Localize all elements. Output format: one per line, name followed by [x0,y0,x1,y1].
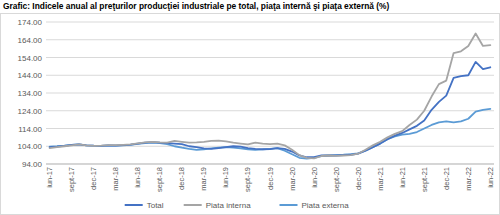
legend-label: Piata externa [302,201,350,210]
x-tick-label: sept-17 [67,167,76,192]
x-tick-label: iun-20 [310,167,319,188]
series-line [50,34,491,159]
y-tick-label: 94.00 [22,160,43,169]
legend-swatch [125,204,143,206]
grid-line [46,164,494,165]
x-tick-label: iun-21 [398,167,407,188]
title: Grafic: Indicele anual al preţurilor pro… [3,1,389,11]
series-line [50,109,491,159]
x-tick-label: mar-21 [376,167,385,191]
y-tick-label: 154.00 [18,54,43,63]
x-tick-label: dec-19 [266,167,275,190]
x-tick-label: sept-20 [332,167,341,192]
x-tick-label: mar-19 [199,167,208,191]
x-tick-label: iun-18 [133,167,142,188]
x-tick-label: sept-21 [420,167,429,192]
x-tick-label: mar-22 [464,167,473,191]
grid-line [46,22,494,23]
y-tick-label: 164.00 [18,36,43,45]
x-tick-label: sept-19 [243,167,252,192]
x-tick-label: dec-20 [354,167,363,190]
x-tick-label: dec-17 [89,167,98,190]
x-tick-label: dec-18 [177,167,186,190]
x-tick-label: dec-21 [442,167,451,190]
x-tick-label: sept-18 [155,167,164,192]
legend-swatch [280,204,298,206]
grid [46,22,494,164]
grid-line [46,39,494,40]
grid-line [46,93,494,94]
grid-line [46,110,494,111]
y-tick-label: 134.00 [18,89,43,98]
chart-border [1,14,500,215]
y-tick-label: 144.00 [18,71,43,80]
lines [50,34,491,159]
y-tick-label: 124.00 [18,107,43,116]
chart: Grafic: Indicele anual al preţurilor pro… [0,0,500,215]
x-axis [46,164,494,165]
y-tick-label: 174.00 [18,18,43,27]
x-tick-label: iun-17 [45,167,54,188]
x-tick-label: mar-20 [288,167,297,191]
grid-line [46,75,494,76]
x-tick-label: iun-19 [221,167,230,188]
y-tick-label: 104.00 [18,142,43,151]
x-tick-label: mar-18 [111,167,120,191]
legend-label: Piata interna [206,201,251,210]
x-tick-label: iun-22 [486,167,495,188]
legend-swatch [184,204,202,206]
y-tick-label: 114.00 [18,125,42,134]
legend-label: Total [147,201,164,210]
legend: Total Piata interna Piata externa [125,201,349,210]
grid-line [46,57,494,58]
